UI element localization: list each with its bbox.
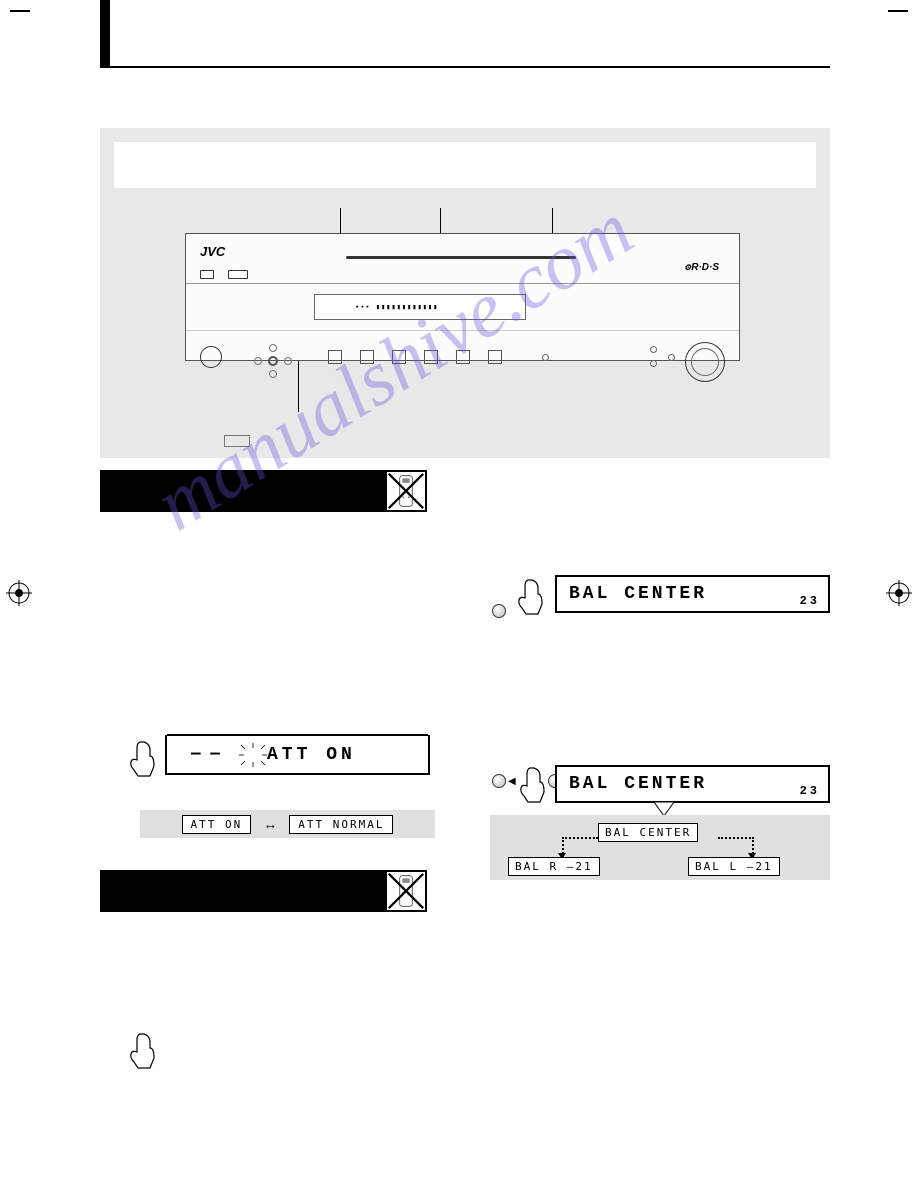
disc-tray-icon	[346, 256, 576, 259]
press-hand-icon	[124, 738, 158, 778]
dolby-logo-icon	[224, 435, 250, 447]
open-button-icon	[228, 270, 248, 279]
receiver-display: ∙∙∙ ▮▮▮▮▮▮▮▮▮▮▮▮	[314, 294, 526, 320]
blink-indicator-icon	[237, 741, 269, 769]
corner-mark-tl	[10, 10, 30, 12]
control-dot-left-icon	[492, 774, 506, 788]
display-content: ∙∙∙ ▮▮▮▮▮▮▮▮▮▮▮▮	[355, 303, 438, 311]
balance-lcd-1: BAL CENTER 23	[555, 575, 830, 613]
pointer-down-icon	[654, 802, 674, 816]
press-hand-icon	[124, 1030, 158, 1070]
receiver-bottom-section	[186, 330, 739, 362]
registration-mark-icon	[886, 580, 912, 606]
dotted-line	[718, 837, 754, 839]
lcd-text: BAL CENTER	[569, 774, 707, 794]
flow-center-box: BAL CENTER	[598, 823, 698, 842]
lcd-dashes: — —	[191, 743, 220, 762]
double-arrow-icon: ↔	[263, 816, 277, 832]
flow-left-box: BAL R –21	[508, 857, 600, 876]
lcd-counter: 23	[800, 784, 820, 801]
control-dot-icon	[492, 604, 506, 618]
lcd-counter: 23	[800, 594, 820, 611]
toggle-state-on: ATT ON	[182, 815, 252, 834]
header-line	[100, 66, 830, 68]
no-remote-icon	[385, 470, 427, 512]
receiver-illustration: JVC ⚙R·D·S ∙∙∙ ▮▮▮▮▮▮▮▮▮▮▮▮	[185, 233, 740, 361]
rds-logo: ⚙R·D·S	[684, 262, 719, 273]
lcd-text: ATT ON	[267, 745, 356, 765]
section-header-bar	[100, 870, 385, 912]
jvc-logo: JVC	[200, 244, 225, 259]
att-toggle-diagram: ATT ON ↔ ATT NORMAL	[140, 810, 435, 838]
power-button-icon	[200, 270, 214, 279]
receiver-mid-section: ∙∙∙ ▮▮▮▮▮▮▮▮▮▮▮▮	[186, 286, 739, 328]
balance-flow-diagram: BAL CENTER BAL R –21 BAL L –21	[490, 815, 830, 880]
dotted-line	[562, 837, 598, 839]
receiver-diagram-panel: JVC ⚙R·D·S ∙∙∙ ▮▮▮▮▮▮▮▮▮▮▮▮	[100, 128, 830, 458]
no-remote-icon	[385, 870, 427, 912]
registration-mark-icon	[6, 580, 32, 606]
press-hand-icon	[512, 576, 546, 616]
press-hand-icon	[514, 764, 548, 804]
section-header-bar	[100, 470, 385, 512]
header-vertical-bar	[100, 0, 110, 68]
toggle-state-normal: ATT NORMAL	[289, 815, 393, 834]
corner-mark-tr	[888, 10, 908, 12]
att-lcd-display: — — ATT ON	[165, 735, 430, 775]
flow-right-box: BAL L –21	[688, 857, 780, 876]
panel-title-bar	[114, 142, 816, 188]
receiver-top-section: JVC ⚙R·D·S	[186, 234, 739, 284]
lcd-text: BAL CENTER	[569, 584, 707, 604]
balance-lcd-2: BAL CENTER 23	[555, 765, 830, 803]
